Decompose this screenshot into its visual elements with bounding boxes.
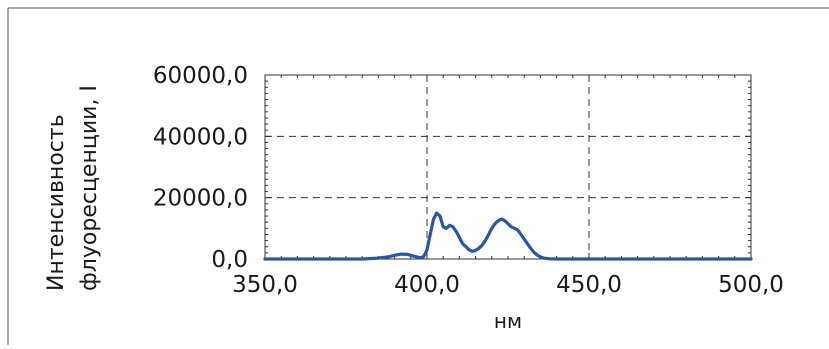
y-tick-label: 0,0 <box>211 247 248 273</box>
series-line-1 <box>263 211 753 261</box>
y-axis-label-line-1: Интенсивность <box>44 114 69 291</box>
y-axis-label-line-2: флуоресценции, I <box>77 85 102 291</box>
grid-lines <box>265 75 751 259</box>
x-tick-label: 450,0 <box>556 272 622 298</box>
y-axis-label: Интенсивность флуоресценции, I <box>44 85 102 291</box>
plot-area-rect <box>264 74 752 260</box>
x-axis-label: нм <box>494 309 522 333</box>
x-tick-label: 350,0 <box>232 272 298 298</box>
y-tick-label: 60000,0 <box>153 63 248 89</box>
data-series <box>263 211 753 261</box>
x-tick-labels: 350,0 400,0 450,0 500,0 <box>232 272 784 298</box>
y-tick-labels: 0,0 20000,0 40000,0 60000,0 <box>153 63 248 273</box>
y-tick-label: 40000,0 <box>153 124 248 150</box>
outer-frame-lines <box>7 7 829 345</box>
x-tick-label: 400,0 <box>394 272 460 298</box>
y-tick-label: 20000,0 <box>153 186 248 212</box>
x-tick-label: 500,0 <box>718 272 784 298</box>
plot-area-border <box>264 74 752 260</box>
